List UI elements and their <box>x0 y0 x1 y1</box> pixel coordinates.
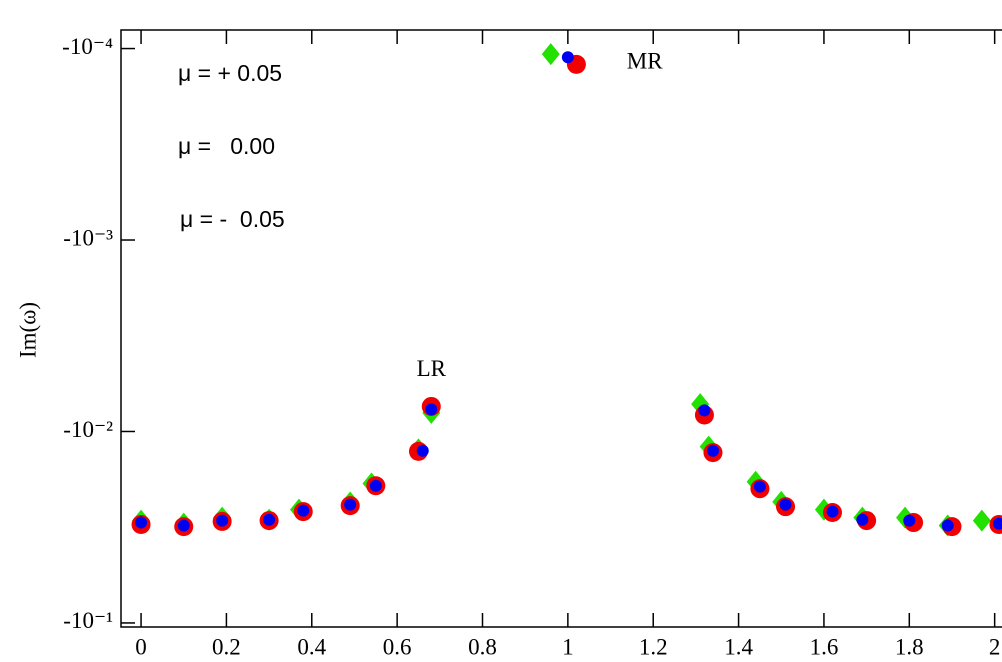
plot-frame <box>120 29 1002 628</box>
y-tick-label: -10⁻⁴ <box>62 34 113 59</box>
circle-marker <box>425 403 438 416</box>
diamond-marker <box>972 509 991 532</box>
circle-marker <box>903 514 916 527</box>
x-tick-label: 0.8 <box>468 634 497 659</box>
circle-marker <box>416 444 429 457</box>
legend-label: μ = + 0.05 <box>178 60 282 86</box>
circle-marker <box>941 519 954 532</box>
annotation: MR <box>627 48 663 73</box>
y-tick-label: -10⁻² <box>63 417 113 442</box>
x-tick-label: 0.4 <box>297 634 326 659</box>
circle-marker <box>344 498 357 511</box>
circle-marker <box>826 505 839 518</box>
circle-marker <box>369 479 382 492</box>
y-tick-label: -10⁻³ <box>63 225 113 250</box>
circle-marker <box>135 516 148 529</box>
x-tick-label: 0.6 <box>383 634 412 659</box>
circle-marker <box>177 519 190 532</box>
legend-label: μ = 0.00 <box>178 133 275 159</box>
circle-marker <box>753 480 766 493</box>
legend-label: μ = - 0.05 <box>180 206 285 232</box>
x-tick-label: 1.4 <box>724 634 753 659</box>
diamond-marker <box>541 43 560 66</box>
circle-marker <box>779 498 792 511</box>
annotation: LR <box>417 356 447 381</box>
x-tick-label: 1.2 <box>639 634 668 659</box>
circle-marker <box>698 404 711 417</box>
circle-marker <box>216 514 229 527</box>
x-tick-label: 0 <box>135 634 147 659</box>
circle-marker <box>992 517 1002 530</box>
y-tick-label: -10⁻¹ <box>63 608 113 633</box>
x-tick-label: 1.8 <box>895 634 924 659</box>
circle-marker <box>561 51 574 64</box>
y-axis-label: Im(ω) <box>15 302 40 358</box>
circle-marker <box>856 513 869 526</box>
circle-marker <box>263 513 276 526</box>
x-tick-label: 1 <box>562 634 574 659</box>
x-tick-label: 2 <box>989 634 1001 659</box>
circle-marker <box>297 504 310 517</box>
x-tick-label: 0.2 <box>212 634 241 659</box>
x-tick-label: 1.6 <box>810 634 839 659</box>
circle-marker <box>706 444 719 457</box>
